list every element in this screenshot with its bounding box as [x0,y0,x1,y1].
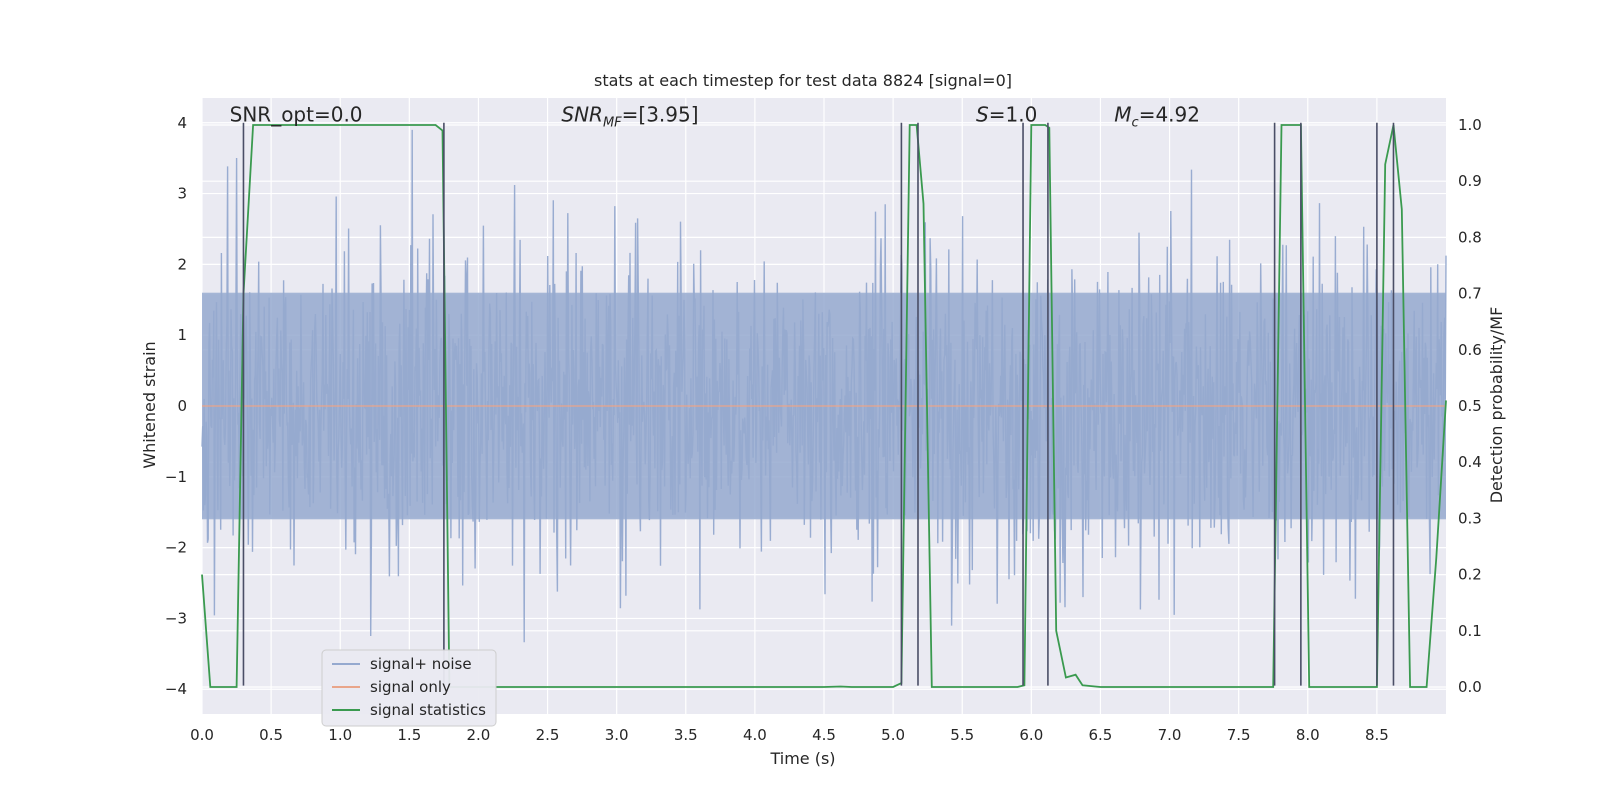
y2-tick-label: 0.0 [1458,678,1482,696]
x-axis-ticks: 0.0 0.5 1.0 1.5 2.0 2.5 3.0 3.5 4.0 4.5 5.0 5.5 6.0 6… [190,726,1389,744]
x-tick-label: 5.5 [950,726,974,744]
x-tick-label: 2.5 [536,726,560,744]
y2-tick-label: 0.8 [1458,228,1482,246]
x-tick-label: 0.0 [190,726,214,744]
x-tick-label: 5.0 [881,726,905,744]
y-tick-label: 0 [177,397,187,415]
y2-tick-label: 0.7 [1458,285,1482,303]
y-tick-label: 2 [177,255,187,273]
y2-axis-ticks: 1.0 0.9 0.8 0.7 0.6 0.5 0.4 0.3 0.2 0.1 0.0 [1458,116,1482,696]
annotation-snr_mf: SNRMF=[3.95] [561,103,698,131]
y-tick-label: −4 [165,680,187,698]
annotation-mc: Mc=4.92 [1114,103,1200,131]
y-tick-label: 3 [177,185,187,203]
y2-tick-label: 0.2 [1458,566,1482,584]
y2-tick-label: 0.9 [1458,172,1482,190]
y2-tick-label: 0.5 [1458,397,1482,415]
x-tick-label: 6.0 [1019,726,1043,744]
y-tick-label: −3 [165,609,187,627]
x-tick-label: 8.0 [1296,726,1320,744]
chart-title: stats at each timestep for test data 882… [594,71,1012,90]
x-tick-label: 3.5 [674,726,698,744]
y-tick-label: 4 [177,114,187,132]
y2-tick-label: 0.1 [1458,622,1482,640]
x-tick-label: 6.5 [1089,726,1113,744]
y-tick-label: −2 [165,539,187,557]
y-axis-label: Whitened strain [140,341,159,468]
x-axis-label: Time (s) [769,749,835,768]
y-tick-label: −1 [165,468,187,486]
legend-box [321,649,497,727]
y2-tick-label: 0.4 [1458,453,1482,471]
y-axis-ticks: 4 3 2 1 0 −1 −2 −3 −4 [165,114,187,698]
legend-label: signal+ noise [370,655,472,673]
plot-area [201,98,1447,714]
series-detection-markers [242,122,1395,686]
x-tick-label: 1.0 [328,726,352,744]
annotation-s: S=1.0 [976,103,1037,127]
y2-tick-label: 1.0 [1458,116,1482,134]
annotations: SNR_opt=0.0 SNRMF=[3.95] S=1.0 Mc=4.92 [230,103,1200,131]
series-signal-statistics [201,124,1447,688]
annotation-snr_opt: SNR_opt=0.0 [230,103,363,127]
x-tick-label: 7.0 [1158,726,1182,744]
x-tick-label: 4.5 [812,726,836,744]
legend-label: signal only [370,678,451,696]
x-tick-label: 7.5 [1227,726,1251,744]
x-tick-label: 8.5 [1365,726,1389,744]
legend-label: signal statistics [370,701,486,719]
legend: signal+ noise signal only signal statistic… [321,649,497,727]
y2-tick-label: 0.3 [1458,509,1482,527]
x-tick-label: 1.5 [397,726,421,744]
y2-tick-label: 0.6 [1458,341,1482,359]
x-tick-label: 0.5 [259,726,283,744]
x-tick-label: 4.0 [743,726,767,744]
y2-axis-label: Detection probability/MF [1487,307,1506,504]
x-tick-label: 3.0 [605,726,629,744]
y-tick-label: 1 [177,326,187,344]
x-tick-label: 2.0 [467,726,491,744]
